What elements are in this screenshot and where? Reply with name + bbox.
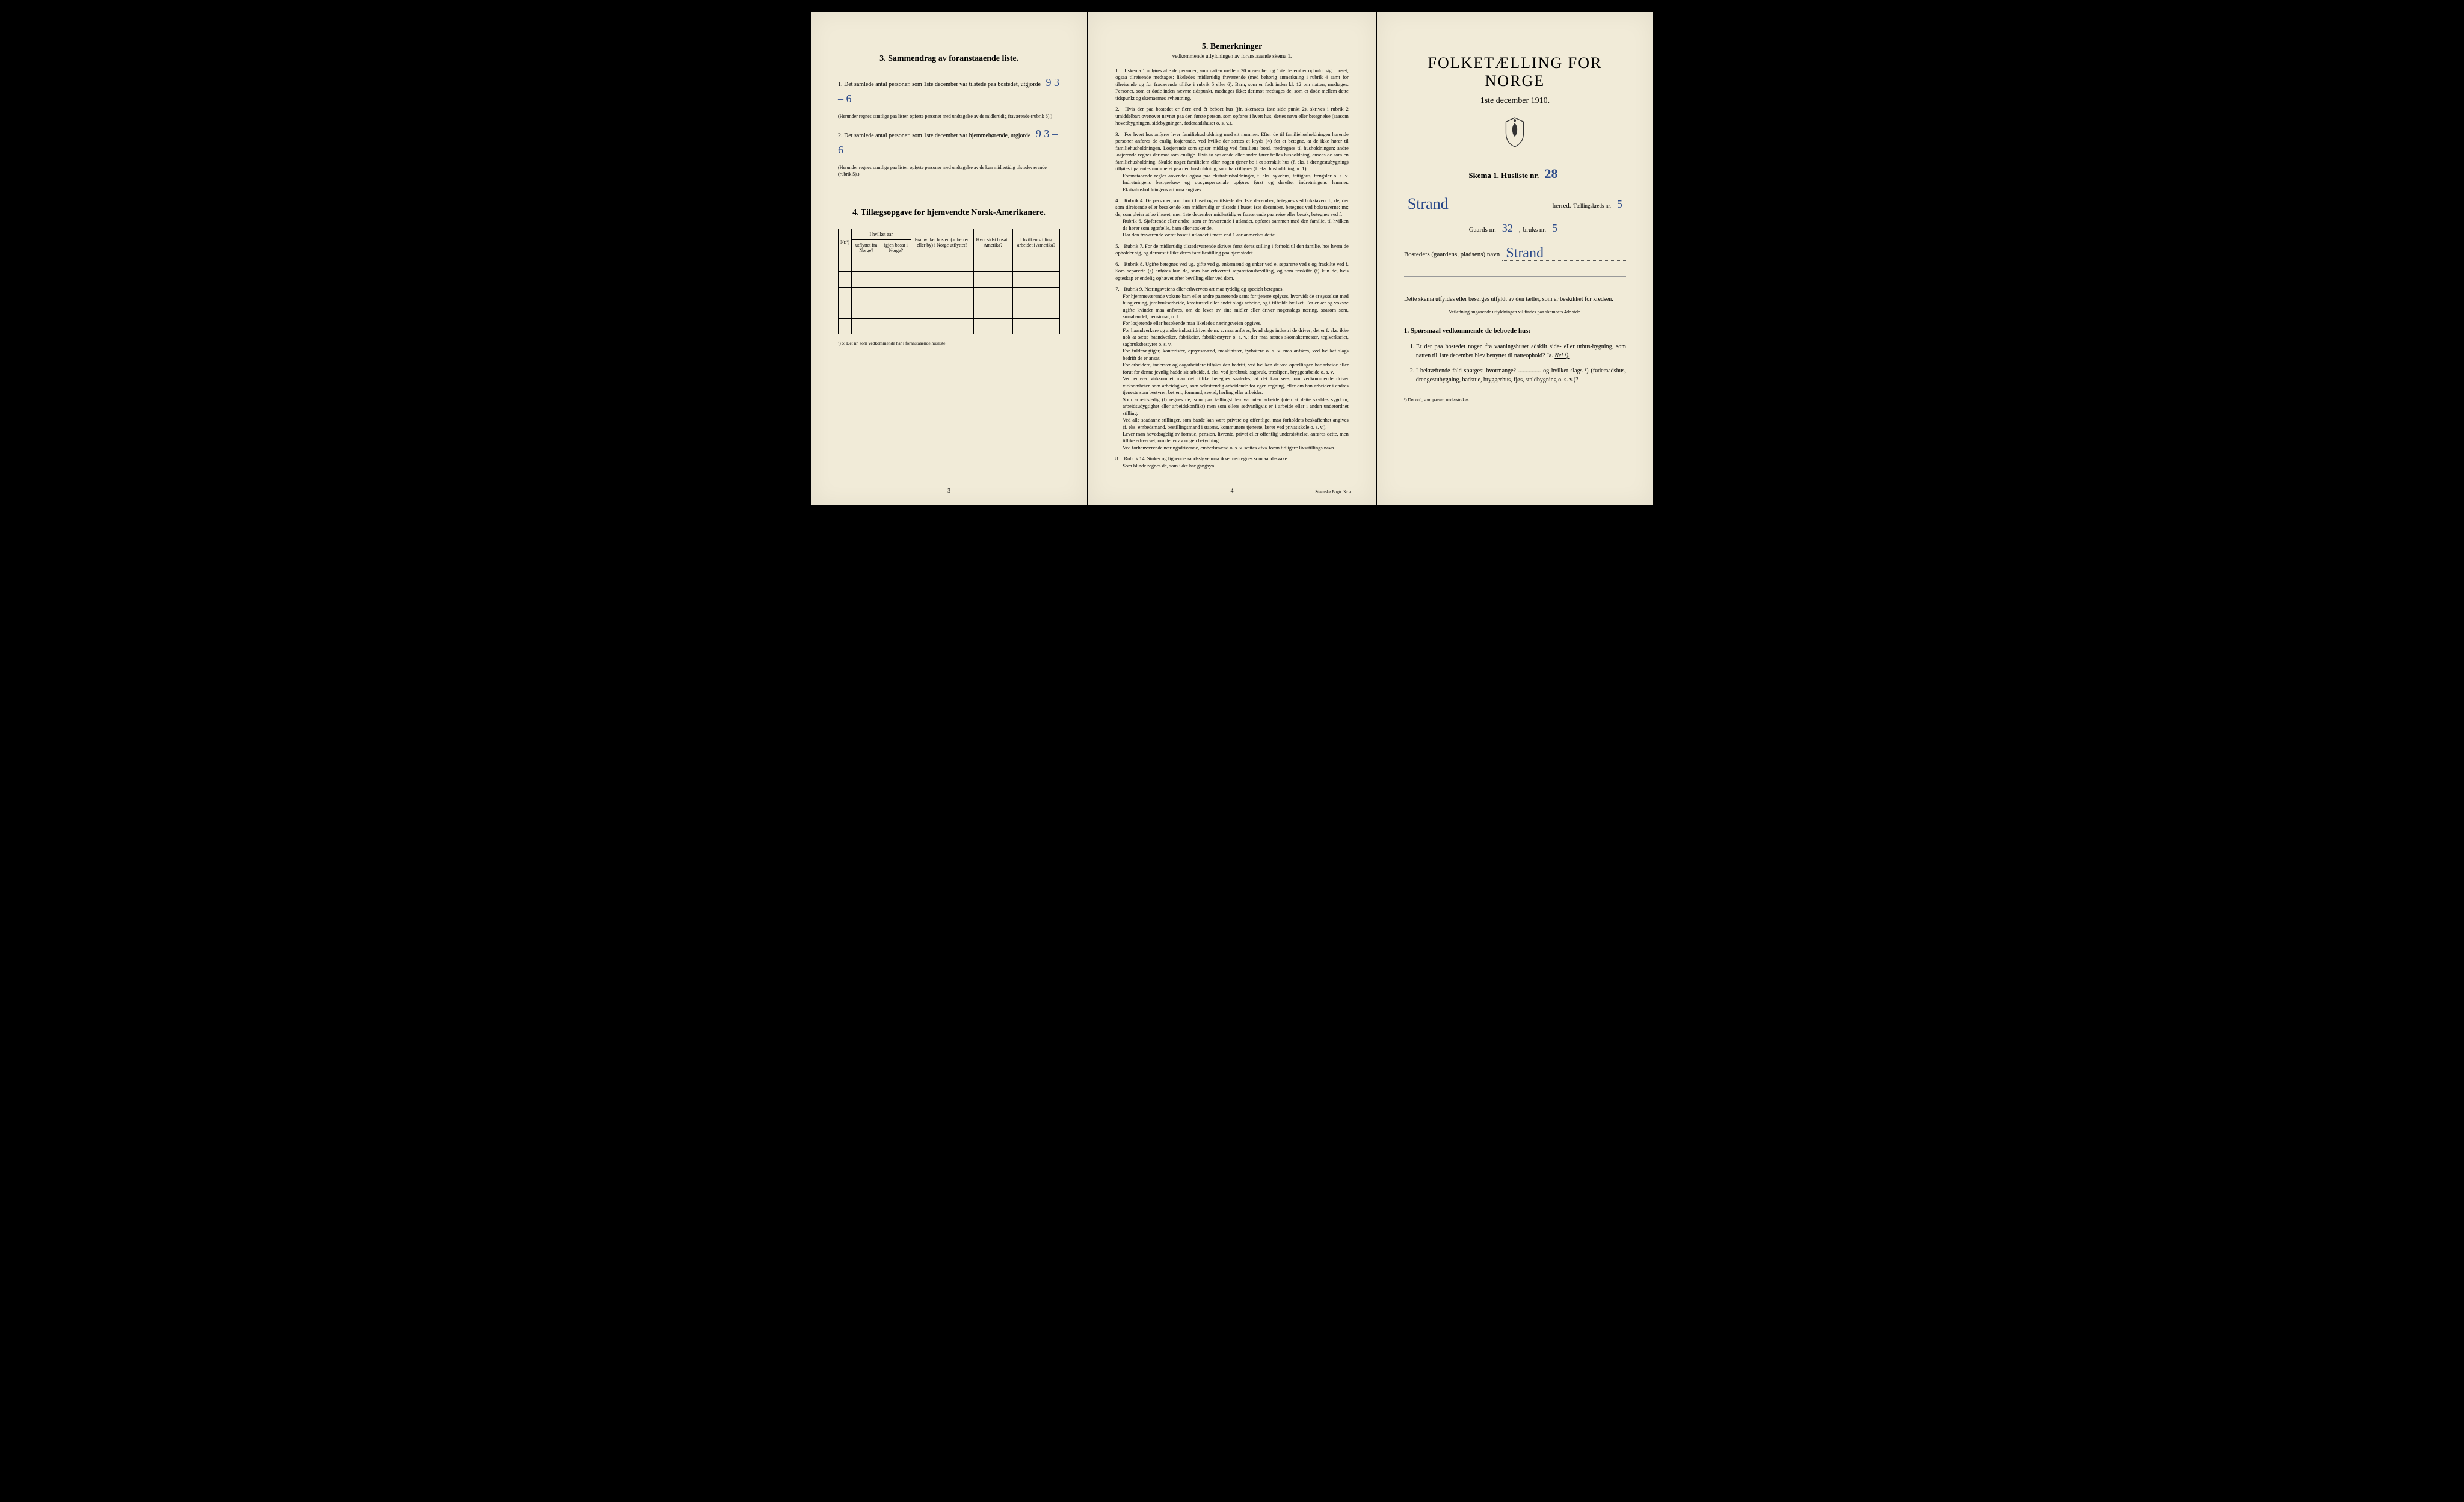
th-bosted: Fra hvilket bosted (ɔ: herred eller by) … bbox=[911, 229, 973, 256]
herred-value: Strand bbox=[1404, 195, 1452, 212]
table-footnote: ¹) ɔ: Det nr. som vedkommende har i fora… bbox=[838, 340, 1060, 346]
page-number-3: 3 bbox=[947, 488, 950, 494]
section3-title: 3. Sammendrag av foranstaaende liste. bbox=[838, 54, 1060, 64]
bemerk-subtitle: vedkommende utfyldningen av foranstaaend… bbox=[1115, 53, 1349, 59]
questions-list: Er der paa bostedet nogen fra vaaningshu… bbox=[1404, 342, 1626, 384]
question-2: I bekræftende fald spørges: hvormange? .… bbox=[1416, 366, 1626, 384]
page-4: 5. Bemerkninger vedkommende utfyldningen… bbox=[1088, 12, 1376, 505]
bemerk-item: 1. I skema 1 anføres alle de personer, s… bbox=[1115, 67, 1349, 102]
bemerk-list: 1. I skema 1 anføres alle de personer, s… bbox=[1115, 67, 1349, 469]
instruction-sub: Veiledning angaaende utfyldningen vil fi… bbox=[1404, 309, 1626, 315]
summary-1-text: 1. Det samlede antal personer, som 1ste … bbox=[838, 81, 1041, 88]
summary-line-2: 2. Det samlede antal personer, som 1ste … bbox=[838, 126, 1060, 158]
skema-label: Skema 1. Husliste nr. bbox=[1468, 171, 1539, 180]
question-header: 1. Spørsmaal vedkommende de beboede hus: bbox=[1404, 326, 1626, 336]
gaards-label: Gaards nr. bbox=[1469, 226, 1496, 233]
document-spread: 3. Sammendrag av foranstaaende liste. 1.… bbox=[811, 12, 1653, 505]
q1-text: Er der paa bostedet nogen fra vaaningshu… bbox=[1416, 343, 1626, 359]
bemerk-item: 7. Rubrik 9. Næringsveiens eller erhverv… bbox=[1115, 286, 1349, 451]
th-aar: I hvilket aar bbox=[852, 229, 911, 239]
imprint: Steen'ske Bogtr. Kr.a. bbox=[1315, 490, 1352, 494]
summary-1-note: (Herunder regnes samtlige paa listen opf… bbox=[838, 113, 1060, 120]
herred-line: Strand herred. Tællingskreds nr. 5 bbox=[1404, 194, 1626, 212]
summary-line-1: 1. Det samlede antal personer, som 1ste … bbox=[838, 75, 1060, 107]
kreds-label: Tællingskreds nr. bbox=[1574, 203, 1612, 209]
herred-label: herred. bbox=[1553, 202, 1571, 209]
bruks-label: bruks nr. bbox=[1523, 226, 1547, 233]
th-nr: Nr.¹) bbox=[839, 229, 852, 256]
cover-footnote: ¹) Det ord, som passer, understrekes. bbox=[1404, 396, 1626, 403]
table-row bbox=[839, 271, 1060, 287]
census-date: 1ste december 1910. bbox=[1404, 96, 1626, 106]
q1-answer: Nei ¹). bbox=[1554, 352, 1569, 359]
cover-page: FOLKETÆLLING FOR NORGE 1ste december 191… bbox=[1377, 12, 1653, 505]
table-row bbox=[839, 256, 1060, 271]
bosted-line: Bostedets (gaardens, pladsens) navn Stra… bbox=[1404, 244, 1626, 261]
summary-2-note: (Herunder regnes samtlige paa listen opf… bbox=[838, 164, 1060, 177]
section4-title: 4. Tillægsopgave for hjemvendte Norsk-Am… bbox=[838, 208, 1060, 218]
kreds-nr: 5 bbox=[1613, 198, 1626, 211]
bemerk-title: 5. Bemerkninger bbox=[1115, 42, 1349, 52]
bemerk-item: 4. Rubrik 4. De personer, som bor i huse… bbox=[1115, 197, 1349, 239]
tillaeg-table: Nr.¹) I hvilket aar Fra hvilket bosted (… bbox=[838, 229, 1060, 334]
instruction-lead: Dette skema utfyldes eller besørges utfy… bbox=[1404, 295, 1626, 304]
coat-of-arms-icon bbox=[1404, 117, 1626, 151]
table-row bbox=[839, 303, 1060, 318]
bosted-label: Bostedets (gaardens, pladsens) navn bbox=[1404, 251, 1500, 258]
th-utflyttet: utflyttet fra Norge? bbox=[852, 239, 881, 256]
question-1: Er der paa bostedet nogen fra vaaningshu… bbox=[1416, 342, 1626, 360]
husliste-nr: 28 bbox=[1541, 166, 1562, 181]
bemerk-item: 2. Hvis der paa bostedet er flere end ét… bbox=[1115, 106, 1349, 126]
instructions-block: Dette skema utfyldes eller besørges utfy… bbox=[1404, 295, 1626, 403]
bemerk-item: 5. Rubrik 7. For de midlertidig tilstede… bbox=[1115, 243, 1349, 257]
table-row bbox=[839, 287, 1060, 303]
summary-2-text: 2. Det samlede antal personer, som 1ste … bbox=[838, 132, 1030, 139]
page-3: 3. Sammendrag av foranstaaende liste. 1.… bbox=[811, 12, 1087, 505]
divider bbox=[1404, 276, 1626, 277]
th-sidst: Hvor sidst bosat i Amerika? bbox=[973, 229, 1012, 256]
bemerk-item: 3. For hvert hus anføres hver familiehus… bbox=[1115, 131, 1349, 193]
bemerk-item: 6. Rubrik 8. Ugifte betegnes ved ug, gif… bbox=[1115, 261, 1349, 282]
th-igjen: igjen bosat i Norge? bbox=[881, 239, 911, 256]
page-number-4: 4 bbox=[1231, 488, 1234, 494]
census-title: FOLKETÆLLING FOR NORGE bbox=[1404, 54, 1626, 90]
th-stilling: I hvilken stilling arbeidet i Amerika? bbox=[1012, 229, 1059, 256]
bruks-nr: 5 bbox=[1548, 222, 1561, 235]
skema-line: Skema 1. Husliste nr. 28 bbox=[1404, 166, 1626, 182]
tillaeg-tbody bbox=[839, 256, 1060, 334]
bosted-value: Strand bbox=[1502, 245, 1547, 261]
gaards-line: Gaards nr. 32 , bruks nr. 5 bbox=[1404, 222, 1626, 235]
bemerk-item: 8. Rubrik 14. Sinker og lignende aandssl… bbox=[1115, 455, 1349, 469]
table-row bbox=[839, 318, 1060, 334]
gaards-nr: 32 bbox=[1498, 222, 1517, 235]
